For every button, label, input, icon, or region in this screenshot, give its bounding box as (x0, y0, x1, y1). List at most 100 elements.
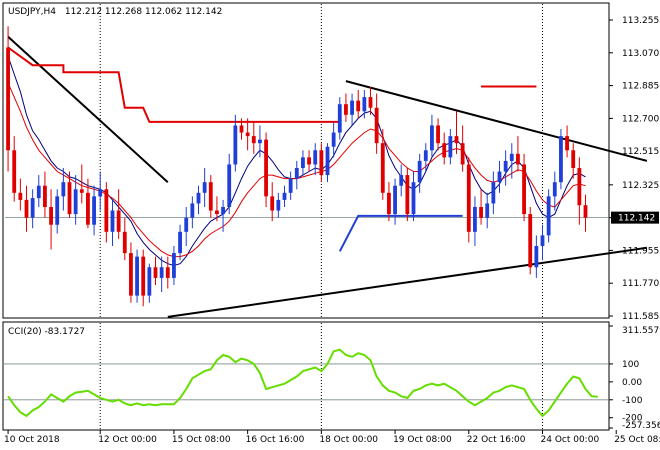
candle-body (208, 182, 213, 211)
y-tick-label: 112.885 (622, 82, 659, 92)
x-tick-label: 18 Oct 00:00 (319, 435, 378, 445)
cci-tick-label: -257.3562 (622, 421, 660, 431)
chart-title: USDJPY,H4 112.212 112.268 112.062 112.14… (8, 7, 222, 17)
price-candles (6, 26, 588, 307)
candle-body (30, 198, 35, 218)
y-tick-label: 111.585 (622, 312, 659, 322)
candle-body (276, 199, 281, 211)
candle-body (509, 153, 514, 161)
candle-body (73, 189, 78, 215)
time-axis: 10 Oct 2018 12 Oct 00:00 15 Oct 08:00 16 Oc… (4, 430, 660, 445)
symbol-timeframe: USDJPY,H4 (8, 7, 56, 17)
candle-body (264, 139, 268, 197)
cci-label: CCI(20) -83.1727 (8, 327, 85, 337)
candle-body (239, 125, 244, 133)
candle-body (503, 160, 508, 172)
x-tick-label: 22 Oct 16:00 (467, 435, 526, 445)
candle-body (233, 125, 238, 165)
candle-body (374, 107, 379, 144)
candle-body (411, 182, 416, 215)
x-tick-label: 15 Oct 08:00 (172, 435, 231, 445)
price-panel[interactable]: 113.255 113.070 112.885 112.700 112.515 112.3… (2, 2, 659, 322)
candle-body (141, 256, 146, 296)
candle-body (362, 97, 367, 112)
candle-body (485, 203, 490, 218)
candle-body (583, 205, 588, 218)
y-tick-label: 113.070 (622, 49, 659, 59)
candle-body (86, 192, 90, 225)
cci-tick-label: 100 (622, 360, 639, 370)
cci-panel-frame (2, 321, 610, 431)
candle-body (577, 168, 582, 206)
candle-body (67, 182, 72, 215)
candle-body (491, 182, 496, 204)
candle-body (227, 164, 232, 207)
candle-body (540, 235, 545, 246)
candle-body (153, 267, 158, 278)
candle-body (184, 217, 189, 232)
candle-body (122, 231, 127, 254)
candle-body (202, 182, 207, 193)
candle-body (319, 150, 324, 176)
candle-body (350, 100, 354, 115)
candle-body (344, 104, 348, 115)
candle-body (92, 196, 96, 225)
candle-body (460, 143, 465, 165)
candle-body (6, 47, 10, 151)
candle-body (147, 267, 152, 296)
red-step-upper (7, 46, 340, 123)
candle-body (552, 182, 557, 197)
price-panel-frame (2, 2, 610, 319)
y-tick-label: 111.955 (622, 246, 659, 256)
trendline-upper (345, 80, 648, 162)
candle-body (522, 164, 526, 215)
candle-body (313, 150, 318, 165)
y-tick-label: 112.700 (622, 114, 659, 124)
cci-series-line (7, 348, 598, 418)
candle-body (110, 210, 115, 232)
candle-body (258, 139, 262, 144)
candle-body (79, 189, 84, 193)
candle-body (116, 210, 121, 232)
candle-body (282, 192, 287, 200)
candle-body (368, 97, 373, 108)
candle-body (516, 153, 520, 165)
candle-body (301, 157, 305, 168)
x-tick-label: 19 Oct 08:00 (393, 435, 452, 445)
candle-body (159, 267, 164, 278)
candle-body (479, 206, 483, 218)
last-price-box (611, 211, 659, 224)
candle-body (534, 245, 539, 268)
candle-body (528, 214, 533, 268)
cci-tick-label: -100 (622, 396, 643, 406)
price-drawings (7, 36, 648, 318)
candle-body (466, 164, 471, 232)
candle-body (43, 185, 47, 207)
candle-body (172, 253, 176, 278)
candle-body (380, 143, 385, 193)
cci-tick-label: -200 (622, 414, 643, 424)
candle-body (98, 189, 103, 197)
candle-body (61, 182, 66, 197)
x-tick-label: 24 Oct 00:00 (541, 435, 600, 445)
candle-body (288, 178, 293, 193)
y-tick-label: 111.770 (622, 279, 659, 289)
candle-body (430, 125, 434, 151)
candle-body (49, 206, 53, 225)
candle-body (497, 171, 502, 183)
candle-body (417, 160, 422, 183)
trendline-lower (167, 246, 648, 318)
candle-body (178, 231, 182, 254)
candle-body (387, 192, 391, 215)
candle-body (24, 199, 29, 218)
candle-body (294, 168, 299, 179)
candle-body (571, 150, 576, 168)
candle-body (190, 203, 195, 218)
candle-body (12, 150, 17, 193)
candle-body (423, 150, 428, 161)
candle-body (356, 100, 361, 112)
blue-step (338, 214, 463, 252)
cci-panel[interactable]: 311.5579 100 0.00 -100 -200-257.3562 CCI(20)… (2, 321, 660, 431)
candle-body (559, 136, 563, 183)
